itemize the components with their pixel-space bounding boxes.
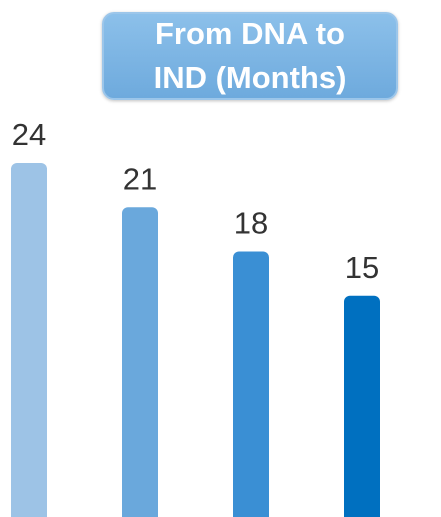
chart-title: From DNA to IND (Months) [153, 16, 347, 95]
title-box: From DNA to IND (Months) [102, 12, 398, 100]
data-label: 15 [345, 250, 379, 285]
data-label: 21 [123, 161, 157, 196]
bar [11, 163, 47, 517]
data-label: 24 [12, 117, 46, 152]
data-label: 18 [234, 206, 268, 241]
bar [233, 251, 269, 517]
bar [122, 207, 158, 517]
bar [344, 295, 380, 517]
